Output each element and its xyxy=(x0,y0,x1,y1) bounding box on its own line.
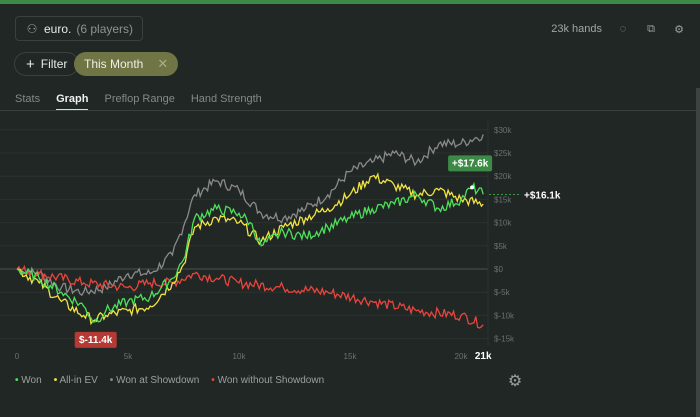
plus-icon: + xyxy=(26,55,35,73)
legend-all-in-ev[interactable]: • All-in EV xyxy=(53,375,98,386)
max-tooltip xyxy=(448,155,493,172)
player-selector[interactable]: ⚇ euro. (6 players) xyxy=(15,16,144,41)
x-tick-label-current: 21k xyxy=(475,351,492,362)
series-line-won-without-showdown xyxy=(16,264,484,329)
y-tick-label: $15k xyxy=(494,195,512,204)
gear-icon[interactable]: ⚙ xyxy=(674,23,684,36)
y-tick-label: $10k xyxy=(494,219,512,228)
x-tick-label: 20k xyxy=(455,352,469,361)
chart-settings-icon[interactable]: ⚙ xyxy=(507,373,523,390)
y-tick-label: $-10k xyxy=(494,311,515,320)
y-tick-label: $25k xyxy=(494,149,512,158)
y-tick-label: $30k xyxy=(494,126,512,135)
max-point xyxy=(470,185,475,190)
min-tooltip xyxy=(74,331,117,348)
scrollbar[interactable] xyxy=(696,88,700,417)
player-count: (6 players) xyxy=(76,21,134,36)
end-value-label: +$16.1k xyxy=(524,190,561,201)
player-name: euro. xyxy=(44,21,72,36)
series-line-won xyxy=(16,181,484,323)
filter-label: Filter xyxy=(40,57,68,71)
y-tick-label: $5k xyxy=(494,242,508,251)
open-window-icon[interactable]: ⧉ xyxy=(647,22,655,35)
legend-won[interactable]: • Won xyxy=(15,375,42,386)
date-filter-chip[interactable]: This Month ✕ xyxy=(74,52,179,76)
y-tick-label: $0 xyxy=(494,265,503,274)
x-tick-label: 0 xyxy=(15,352,20,361)
close-icon[interactable]: ✕ xyxy=(157,56,169,71)
chip-label: This Month xyxy=(84,57,144,71)
refresh-icon[interactable]: ◌ xyxy=(619,23,627,35)
user-group-icon: ⚇ xyxy=(26,21,38,36)
tab-stats[interactable]: Stats xyxy=(15,93,41,105)
y-tick-label: $-15k xyxy=(494,335,515,344)
legend-won-at-showdown[interactable]: • Won at Showdown xyxy=(109,375,200,386)
divider xyxy=(0,110,700,111)
min-label: $-11.4k xyxy=(79,335,113,346)
top-accent-bar xyxy=(0,0,700,4)
legend-won-without-showdown[interactable]: • Won without Showdown xyxy=(211,375,325,386)
series-line-all-in-ev xyxy=(16,172,484,326)
x-tick-label: 10k xyxy=(233,352,247,361)
hands-count: 23k hands xyxy=(551,23,602,35)
y-tick-label: $-5k xyxy=(494,288,511,297)
series-line-won-at-showdown xyxy=(16,134,484,297)
tab-hand-strength[interactable]: Hand Strength xyxy=(190,93,262,105)
y-tick-label: $20k xyxy=(494,172,512,181)
max-label: +$17.6k xyxy=(452,158,489,169)
x-tick-label: 5k xyxy=(124,352,133,361)
tab-preflop-range[interactable]: Preflop Range xyxy=(104,93,175,105)
x-tick-label: 15k xyxy=(344,352,358,361)
